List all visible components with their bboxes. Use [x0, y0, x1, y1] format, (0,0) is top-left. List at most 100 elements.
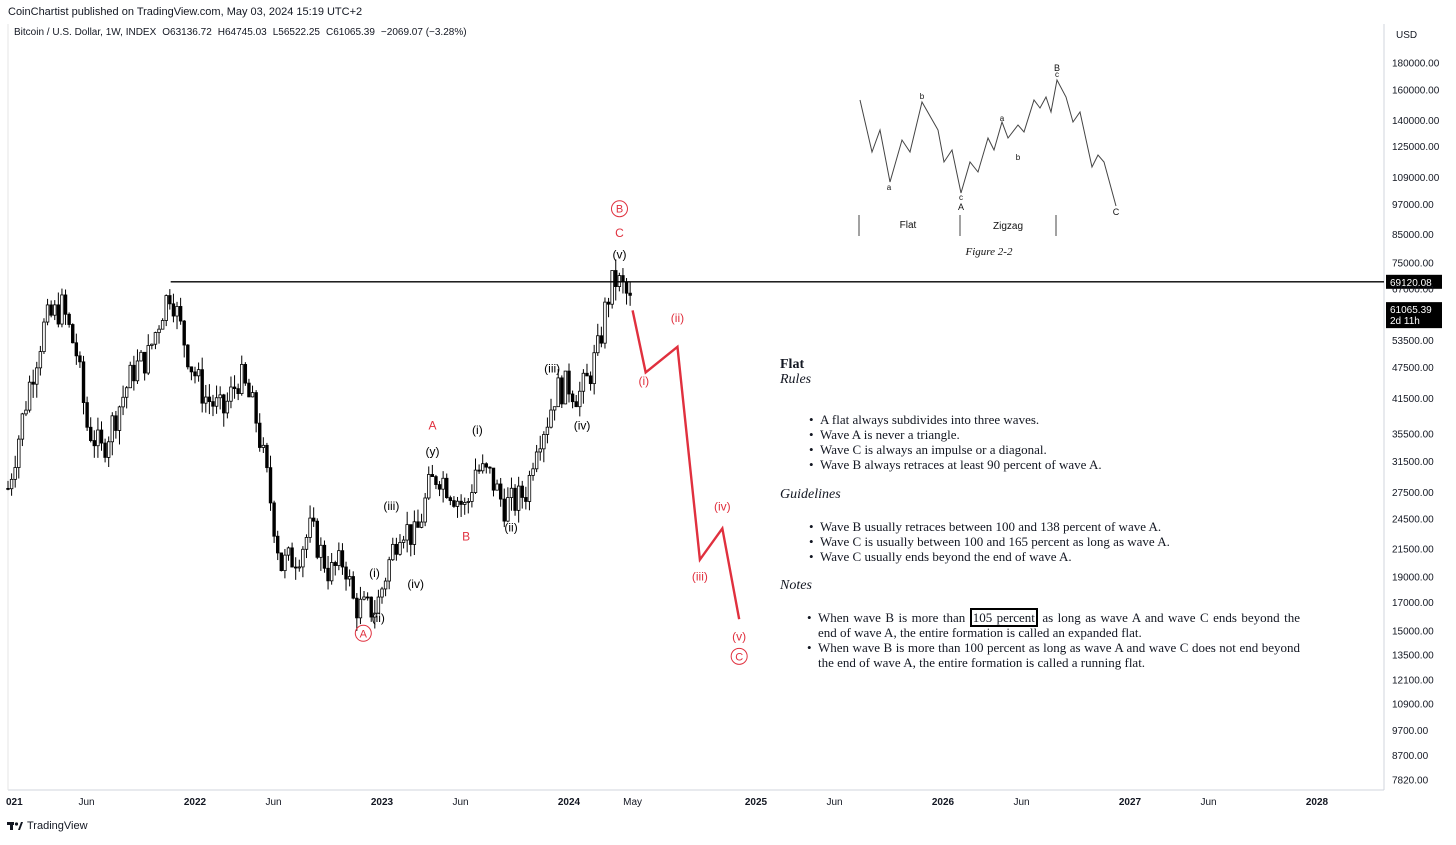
wave-label: C [735, 651, 743, 663]
candle-body [128, 364, 132, 389]
candle-body [513, 487, 517, 511]
candle-body [283, 554, 287, 572]
brand-name[interactable]: TradingView [27, 820, 88, 832]
candle-body [182, 320, 186, 346]
time-tick-label: 021 [6, 797, 23, 808]
guidelines-heading: Guidelines [780, 487, 841, 502]
price-tick-label: 21500.00 [1392, 544, 1434, 555]
candle-body [218, 394, 222, 399]
candle-body [63, 294, 68, 315]
price-tick-label: 125000.00 [1392, 142, 1440, 153]
candle-body [268, 467, 273, 504]
price-tick-label: 41500.00 [1392, 394, 1434, 405]
price-tick-label: 75000.00 [1392, 259, 1434, 270]
candle-body [329, 562, 334, 582]
candle-body [164, 295, 168, 321]
candle-body [56, 304, 61, 325]
candle-body [153, 332, 158, 345]
time-tick-label: May [623, 797, 642, 808]
figure-zigzag-label: Zigzag [993, 221, 1023, 232]
candle-body [322, 544, 327, 569]
wave-label: (ii) [671, 311, 684, 325]
price-tick-label: 85000.00 [1392, 230, 1434, 241]
candle-body [311, 517, 316, 522]
candle-body [351, 576, 355, 599]
time-tick-label: Jun [826, 797, 842, 808]
wave-label: (iii) [692, 570, 708, 584]
candle-body [552, 406, 557, 411]
candle-body [596, 335, 600, 354]
candle-body [38, 351, 43, 369]
notes-heading: Notes [780, 578, 812, 593]
wave-label: A [428, 419, 436, 433]
time-tick-label: 2028 [1306, 797, 1329, 808]
candle-body [67, 313, 71, 325]
candle-body [35, 367, 39, 385]
candle-body [160, 320, 165, 330]
candle-body [373, 612, 377, 618]
rules-heading: Rules [780, 372, 812, 387]
wave-circle [610, 200, 628, 218]
candle-body [459, 500, 463, 505]
candle-body [31, 381, 35, 385]
candle-body [17, 438, 21, 468]
candle-body [423, 497, 427, 523]
candle-body [214, 397, 219, 407]
time-tick-label: Jun [1200, 797, 1216, 808]
candle-body [6, 487, 10, 490]
candle-body [258, 422, 262, 448]
candle-body [333, 562, 337, 566]
candle-body [538, 448, 542, 453]
price-tick-label: 17000.00 [1392, 598, 1434, 609]
change-value: −2069.07 (−3.28%) [380, 27, 467, 38]
candle-body [114, 415, 118, 431]
candle-body [81, 361, 86, 403]
candle-body [89, 426, 93, 441]
price-tick-label: 180000.00 [1392, 59, 1440, 70]
candle-body [103, 442, 107, 458]
guidelines-list: Wave B usually retraces between 100 and … [780, 519, 1300, 564]
candle-body [560, 377, 564, 405]
candle-body [211, 401, 215, 407]
candle-body [42, 321, 46, 353]
figure-wave-letter: B [1054, 63, 1060, 73]
candle-body [60, 294, 64, 325]
price-tick-label: 53500.00 [1392, 336, 1434, 347]
candle-body [556, 377, 560, 408]
time-tick-label: Jun [265, 797, 281, 808]
open-value: O63136.72 [162, 27, 212, 38]
candle-body [355, 597, 359, 619]
candle-body [588, 375, 593, 385]
candle-body [308, 517, 312, 538]
candle-body [225, 400, 230, 414]
candle-body [628, 292, 632, 296]
list-item: Wave C is usually between 100 and 165 pe… [780, 534, 1300, 549]
price-tick-label: 27500.00 [1392, 488, 1434, 499]
wave-label: (iii) [544, 361, 560, 375]
tradingview-logo-icon [7, 822, 23, 830]
candle-body [527, 475, 532, 502]
candle-body [276, 535, 280, 554]
figure-wave-letter: C [1113, 207, 1120, 217]
candle-body [340, 550, 345, 568]
candle-body [491, 467, 496, 491]
candle-body [297, 566, 301, 569]
figure-wave-letter: b [1016, 153, 1021, 162]
candle-body [434, 476, 438, 485]
candle-body [265, 444, 269, 469]
candle-body [495, 483, 499, 491]
candle-body [441, 477, 445, 490]
flat-notes: Flat Rules A flat always subdivides into… [780, 357, 1300, 670]
price-tick-label: 109000.00 [1392, 173, 1440, 184]
price-tick-label: 35500.00 [1392, 430, 1434, 441]
resistance-price-label: 69120.08 [1390, 278, 1432, 289]
symbol-name[interactable]: Bitcoin / U.S. Dollar, 1W, INDEX [14, 27, 157, 38]
candle-body [150, 343, 154, 346]
price-tick-label: 13500.00 [1392, 651, 1434, 662]
candle-body [617, 275, 622, 287]
candle-body [85, 402, 89, 428]
price-tick-label: 10900.00 [1392, 700, 1434, 711]
candle-body [157, 328, 161, 333]
candle-body [488, 466, 492, 469]
candle-body [254, 392, 258, 424]
